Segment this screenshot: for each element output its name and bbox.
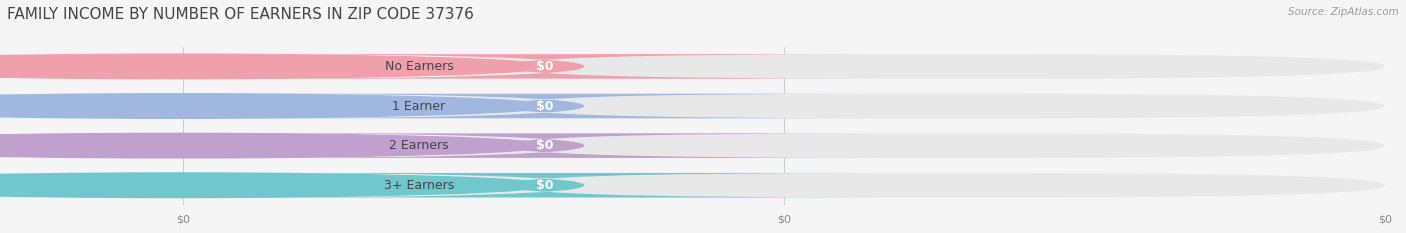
FancyBboxPatch shape xyxy=(139,173,699,198)
Circle shape xyxy=(0,94,550,118)
FancyBboxPatch shape xyxy=(212,173,879,198)
Circle shape xyxy=(0,173,550,198)
FancyBboxPatch shape xyxy=(212,133,879,158)
FancyBboxPatch shape xyxy=(183,54,1385,79)
FancyBboxPatch shape xyxy=(212,54,879,79)
FancyBboxPatch shape xyxy=(183,173,1385,198)
Text: Source: ZipAtlas.com: Source: ZipAtlas.com xyxy=(1288,7,1399,17)
Text: $0: $0 xyxy=(537,60,554,73)
FancyBboxPatch shape xyxy=(183,94,1385,118)
FancyBboxPatch shape xyxy=(183,133,1385,158)
FancyBboxPatch shape xyxy=(212,94,879,118)
Circle shape xyxy=(0,54,550,79)
Circle shape xyxy=(0,133,550,158)
FancyBboxPatch shape xyxy=(139,94,699,118)
Text: No Earners: No Earners xyxy=(385,60,453,73)
Text: 3+ Earners: 3+ Earners xyxy=(384,179,454,192)
FancyBboxPatch shape xyxy=(139,54,699,79)
Text: $0: $0 xyxy=(537,179,554,192)
Text: FAMILY INCOME BY NUMBER OF EARNERS IN ZIP CODE 37376: FAMILY INCOME BY NUMBER OF EARNERS IN ZI… xyxy=(7,7,474,22)
Text: $0: $0 xyxy=(537,99,554,113)
Text: 1 Earner: 1 Earner xyxy=(392,99,446,113)
FancyBboxPatch shape xyxy=(139,133,699,158)
Text: $0: $0 xyxy=(537,139,554,152)
Text: 2 Earners: 2 Earners xyxy=(389,139,449,152)
